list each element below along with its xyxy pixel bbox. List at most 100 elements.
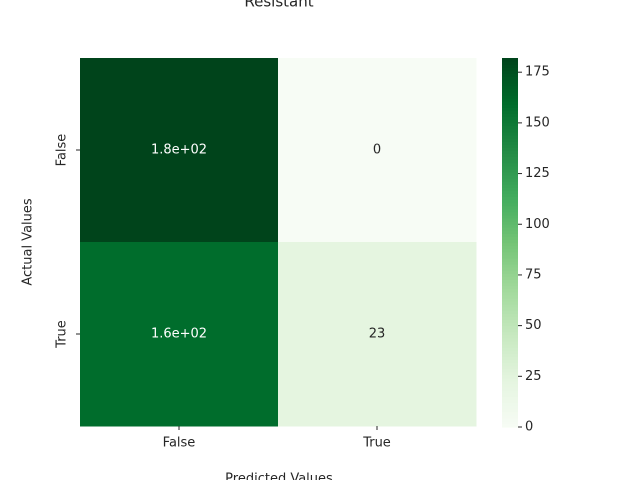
colorbar-segment — [502, 288, 518, 293]
colorbar-segment — [502, 239, 518, 244]
colorbar-segment — [502, 97, 518, 102]
colorbar-segment — [502, 144, 518, 148]
colorbar-segment — [502, 217, 518, 222]
colorbar-segment — [502, 408, 518, 413]
colorbar-segment — [502, 264, 518, 268]
colorbar-segment — [502, 122, 518, 127]
colorbar-segment — [502, 340, 518, 345]
colorbar-segment — [502, 70, 518, 74]
colorbar-segment — [502, 174, 518, 179]
colorbar-segment — [502, 227, 518, 231]
colorbar-segment — [502, 251, 518, 256]
colorbar-segment — [502, 137, 518, 142]
colorbar-segment — [502, 411, 518, 416]
colorbar-segment — [502, 347, 518, 351]
colorbar-segment — [502, 58, 518, 62]
colorbar-segment — [502, 199, 518, 204]
colorbar-segment — [502, 300, 518, 305]
y-tick-label: False — [55, 134, 70, 167]
colorbar-segment — [502, 279, 518, 284]
colorbar-segment — [502, 356, 518, 360]
colorbar-segment — [502, 390, 518, 394]
colorbar-segment — [502, 313, 518, 317]
colorbar-segment — [502, 322, 518, 327]
colorbar-segment — [502, 304, 518, 308]
colorbar-tick-label: 175 — [525, 65, 550, 80]
colorbar-segment — [502, 248, 518, 253]
cell-label: 23 — [369, 327, 386, 342]
colorbar-segment — [502, 396, 518, 400]
colorbar-segment — [502, 196, 518, 201]
colorbar-segment — [502, 307, 518, 311]
colorbar-segment — [502, 257, 518, 262]
colorbar-tick-label: 50 — [525, 318, 542, 333]
colorbar-segment — [502, 343, 518, 348]
colorbar-segment — [502, 374, 518, 379]
colorbar-segment — [502, 150, 518, 154]
colorbar-segment — [502, 236, 518, 241]
colorbar-segment — [502, 73, 518, 78]
colorbar-segment — [502, 291, 518, 296]
heatmap-cell — [278, 242, 477, 427]
colorbar-segment — [502, 128, 518, 133]
heatmap-cell — [80, 242, 279, 427]
colorbar-segment — [502, 316, 518, 320]
colorbar-segment — [502, 125, 518, 130]
colorbar-segment — [502, 79, 518, 84]
colorbar-segment — [502, 328, 518, 333]
colorbar-segment — [502, 211, 518, 216]
cell-label: 1.6e+02 — [151, 327, 207, 342]
colorbar-segment — [502, 319, 518, 324]
colorbar-segment — [502, 94, 518, 99]
x-axis-label: Predicted Values — [225, 472, 333, 480]
colorbar-segment — [502, 91, 518, 96]
colorbar-segment — [502, 273, 518, 277]
colorbar-segment — [502, 383, 518, 388]
colorbar-segment — [502, 156, 518, 161]
colorbar-segment — [502, 337, 518, 342]
colorbar-segment — [502, 405, 518, 410]
colorbar-segment — [502, 380, 518, 385]
colorbar-segment — [502, 334, 518, 339]
colorbar-segment — [502, 242, 518, 247]
colorbar-segment — [502, 82, 518, 87]
colorbar-tick-label: 100 — [525, 217, 550, 232]
colorbar-segment — [502, 260, 518, 265]
colorbar-tick-label: 25 — [525, 369, 542, 384]
x-tick-label: True — [362, 436, 391, 451]
colorbar-segment — [502, 310, 518, 314]
colorbar-segment — [502, 168, 518, 173]
colorbar-segment — [502, 159, 518, 164]
cell-label: 0 — [373, 143, 381, 158]
colorbar-segment — [502, 119, 518, 124]
colorbar-segment — [502, 181, 518, 185]
colorbar-segment — [502, 420, 518, 425]
colorbar-segment — [502, 88, 518, 93]
colorbar-segment — [502, 113, 518, 118]
colorbar-segment — [502, 64, 518, 68]
colorbar-segment — [502, 233, 518, 237]
colorbar-tick-label: 125 — [525, 166, 550, 181]
colorbar-segment — [502, 131, 518, 136]
colorbar-tick-label: 75 — [525, 267, 542, 282]
colorbar-segment — [502, 254, 518, 259]
colorbar-segment — [502, 134, 518, 139]
colorbar-segment — [502, 193, 518, 197]
colorbar-segment — [502, 331, 518, 336]
y-tick-label: True — [55, 320, 70, 349]
colorbar-segment — [502, 153, 518, 157]
colorbar-segment — [502, 230, 518, 234]
colorbar-segment — [502, 208, 518, 213]
colorbar-segment — [502, 368, 518, 373]
colorbar-segment — [502, 282, 518, 287]
colorbar-segment — [502, 371, 518, 376]
colorbar-segment — [502, 110, 518, 114]
colorbar-segment — [502, 297, 518, 302]
colorbar-segment — [502, 107, 518, 111]
colorbar-segment — [502, 294, 518, 299]
colorbar-segment — [502, 350, 518, 354]
colorbar-segment — [502, 414, 518, 419]
colorbar-segment — [502, 399, 518, 403]
